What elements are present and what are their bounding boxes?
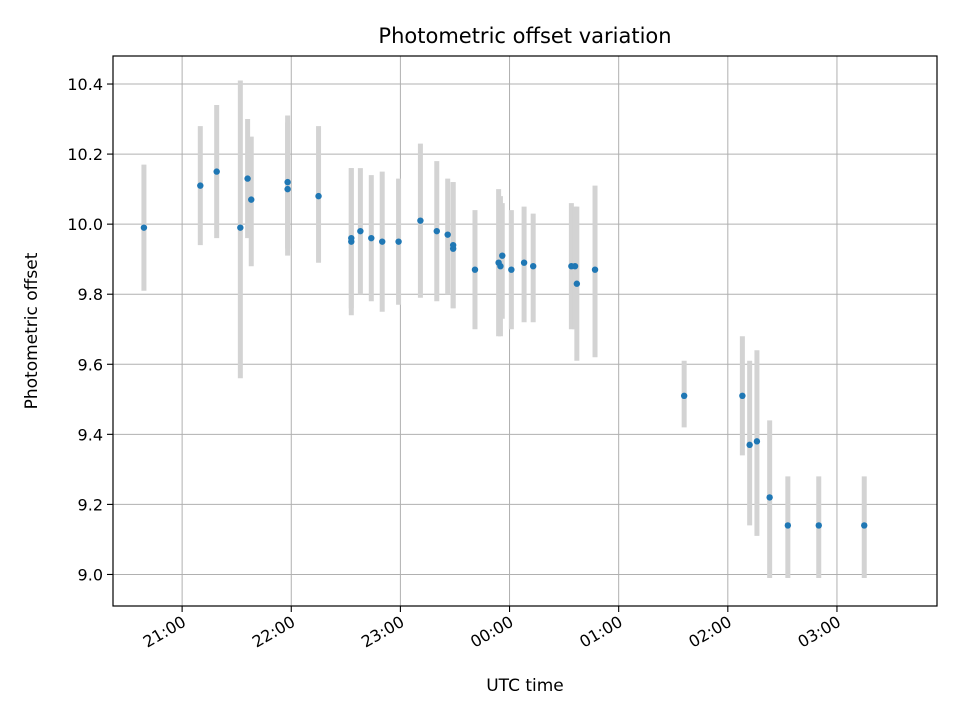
data-point bbox=[348, 238, 355, 245]
data-point bbox=[815, 522, 822, 529]
data-point bbox=[753, 438, 761, 445]
data-point bbox=[140, 224, 148, 231]
data-point bbox=[197, 182, 204, 189]
data-point bbox=[417, 217, 424, 224]
y-axis-ticks: 9.0 9.2 9.4 9.6 9.8 10.0 10.2 10.4 bbox=[67, 75, 113, 584]
data-point bbox=[784, 522, 792, 529]
data-point bbox=[284, 178, 291, 186]
y-axis-label: Photometric offset bbox=[22, 252, 42, 409]
data-point bbox=[680, 392, 688, 400]
data-point bbox=[739, 392, 746, 400]
data-point bbox=[284, 185, 291, 193]
y-tick-label: 9.0 bbox=[78, 565, 103, 584]
data-point bbox=[766, 494, 773, 501]
data-point bbox=[244, 175, 251, 182]
y-tick-label: 9.6 bbox=[78, 355, 103, 374]
y-tick-label: 9.2 bbox=[78, 495, 103, 514]
data-point bbox=[213, 168, 220, 175]
data-points bbox=[140, 168, 868, 529]
y-tick-label: 10.0 bbox=[67, 215, 103, 234]
x-axis-label: UTC time bbox=[486, 676, 564, 696]
data-point bbox=[433, 227, 440, 235]
data-point bbox=[573, 280, 581, 287]
y-tick-label: 10.2 bbox=[67, 145, 103, 164]
data-point bbox=[529, 262, 537, 270]
data-point bbox=[746, 441, 753, 449]
data-point bbox=[379, 238, 386, 245]
data-point bbox=[395, 238, 402, 245]
data-point bbox=[237, 224, 244, 231]
data-point bbox=[357, 227, 364, 235]
data-point bbox=[861, 522, 868, 529]
data-point bbox=[591, 266, 599, 273]
axes-frame bbox=[112, 55, 938, 607]
data-point bbox=[497, 262, 504, 270]
data-point bbox=[248, 196, 255, 203]
data-point bbox=[471, 266, 479, 273]
chart-title: Photometric offset variation bbox=[378, 24, 671, 48]
data-point bbox=[315, 192, 322, 200]
data-point bbox=[449, 245, 457, 252]
data-point bbox=[444, 231, 451, 238]
data-point bbox=[520, 259, 528, 266]
data-point bbox=[508, 266, 515, 273]
y-tick-label: 9.8 bbox=[78, 285, 103, 304]
data-point bbox=[571, 262, 579, 270]
y-tick-label: 9.4 bbox=[78, 425, 103, 444]
y-tick-label: 10.4 bbox=[67, 75, 103, 94]
data-point bbox=[499, 252, 506, 259]
data-point bbox=[368, 234, 375, 242]
